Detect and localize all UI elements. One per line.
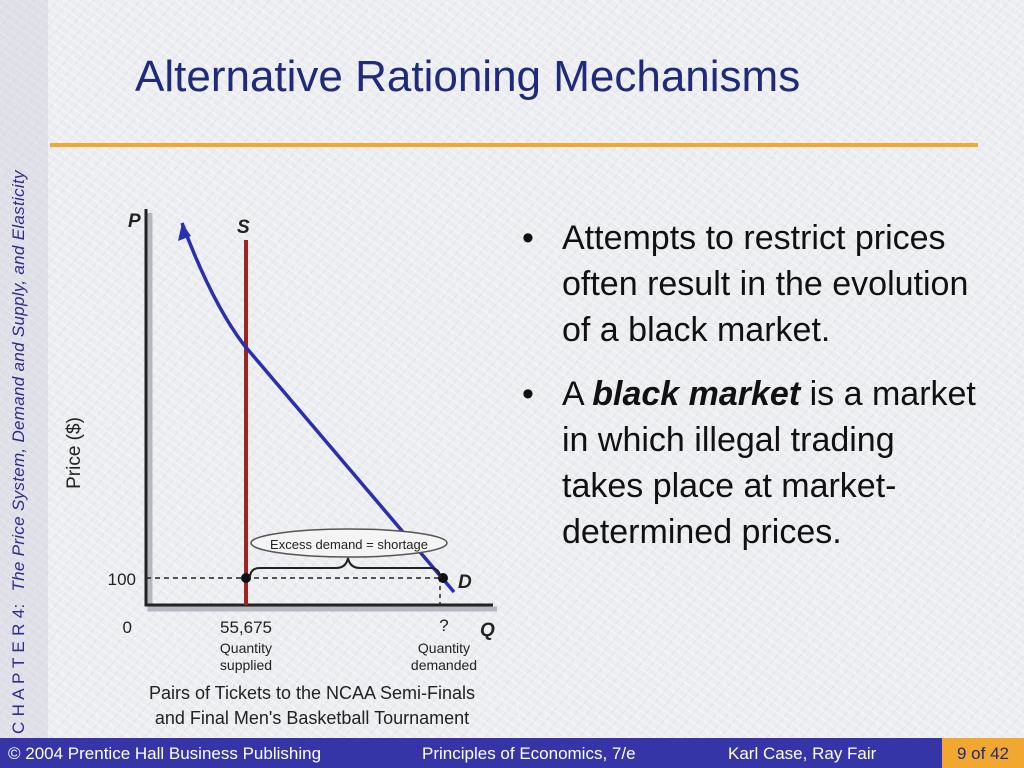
bullet-text-1: Attempts to restrict prices often result… (562, 219, 969, 349)
qs-label-line2: supplied (220, 657, 272, 673)
excess-demand-label: Excess demand = shortage (270, 537, 428, 552)
title-rule (50, 143, 978, 147)
chapter-label: C H A P T E R 4: The Price System, Demand… (9, 84, 29, 734)
qs-point (241, 573, 251, 583)
axes-shadow (147, 213, 497, 612)
qd-label-line2: demanded (411, 657, 477, 673)
chapter-title: The Price System, Demand and Supply, and… (9, 170, 28, 592)
footer-bar: © 2004 Prentice Hall Business Publishing… (0, 738, 1024, 768)
origin-label: 0 (123, 618, 132, 637)
p-axis-label: P (128, 211, 141, 232)
footer-book: Principles of Economics, 7/e (422, 744, 636, 763)
bullet-dot: • (522, 219, 534, 257)
supply-demand-diagram: P Q Price ($) S D 100 0 Excess demand = … (64, 209, 497, 728)
y-axis-title: Price ($) (64, 417, 85, 489)
qd-value: ? (439, 616, 448, 635)
qs-label-line1: Quantity (220, 640, 272, 656)
bullet-text-2: is a market in which illegal trading tak… (562, 375, 976, 551)
bullet-item: • Attempts to restrict prices often resu… (518, 215, 978, 353)
bullet-dot: • (522, 375, 534, 413)
excess-demand-bubble (250, 528, 448, 558)
page-number: 9 of 42 (942, 738, 1024, 768)
x-axis-title-line2: and Final Men's Basketball Tournament (155, 708, 469, 728)
bullet-prefix: A (562, 375, 593, 413)
black-market-term: black market (592, 375, 801, 413)
axes (144, 209, 493, 607)
demand-arrowhead (178, 223, 191, 241)
price-tick-label: 100 (108, 570, 136, 589)
footer-authors: Karl Case, Ray Fair (728, 744, 877, 763)
demand-curve (180, 222, 456, 594)
qs-value: 55,675 (220, 618, 272, 637)
qd-label-line1: Quantity (418, 640, 470, 656)
x-axis-title-line1: Pairs of Tickets to the NCAA Semi-Finals (149, 683, 475, 703)
footer-publisher: © 2004 Prentice Hall Business Publishing (8, 744, 322, 763)
bullet-list: • Attempts to restrict prices often resu… (518, 215, 978, 573)
left-band (0, 0, 48, 738)
shortage-brace (249, 557, 441, 579)
bullet-item: • A black market is a market in which il… (518, 371, 978, 555)
chapter-prefix: C H A P T E R 4: (9, 603, 28, 734)
q-axis-label: Q (480, 620, 495, 641)
supply-label: S (237, 217, 250, 238)
slide-title: Alternative Rationing Mechanisms (135, 52, 801, 101)
demand-label: D (458, 572, 472, 593)
